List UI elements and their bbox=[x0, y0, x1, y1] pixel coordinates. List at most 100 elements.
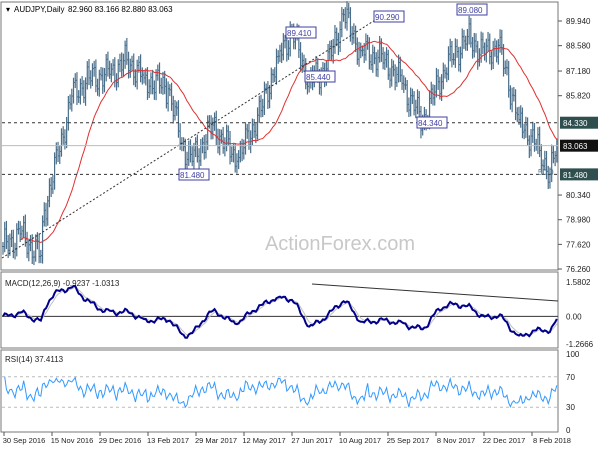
ohlc-bar bbox=[406, 80, 409, 113]
ohlc-bar bbox=[459, 46, 462, 73]
ohlc-bar bbox=[124, 40, 127, 69]
ohlc-bar bbox=[518, 106, 520, 125]
date-tick-label: 13 Feb 2017 bbox=[147, 436, 189, 445]
ohlc-bar bbox=[536, 127, 539, 155]
ohlc-bar bbox=[69, 94, 72, 110]
header-arrow-icon[interactable]: ▾ bbox=[6, 5, 10, 14]
ohlc-bar bbox=[19, 221, 22, 242]
ohlc-bar bbox=[98, 69, 101, 97]
ohlc-bar bbox=[81, 76, 84, 96]
ohlc-bar bbox=[136, 59, 139, 90]
ohlc-bar bbox=[174, 99, 176, 121]
ohlc-bar bbox=[161, 71, 164, 95]
ohlc-bar bbox=[230, 146, 233, 163]
ohlc-bar bbox=[27, 240, 30, 262]
ohlc-bar bbox=[129, 58, 132, 78]
ohlc-bar bbox=[84, 77, 87, 106]
ohlc-bar bbox=[222, 126, 225, 154]
level-label-text: 81.480 bbox=[563, 171, 588, 180]
ohlc-bar bbox=[234, 143, 237, 173]
ohlc-bar bbox=[378, 35, 381, 63]
ohlc-bar bbox=[167, 81, 170, 112]
date-tick-label: 30 Sep 2016 bbox=[3, 436, 46, 445]
ohlc-bar bbox=[170, 82, 173, 111]
price-annotation: 84.340 bbox=[416, 116, 448, 129]
ohlc-bar bbox=[535, 138, 538, 151]
symbol-title: AUDJPY,Daily bbox=[14, 5, 65, 14]
ohlc-bar bbox=[3, 221, 6, 253]
level-label: 81.480 bbox=[560, 168, 598, 181]
ohlc-bar bbox=[58, 145, 61, 165]
ohlc-bar bbox=[46, 195, 49, 226]
ohlc-bar bbox=[182, 137, 185, 152]
ohlc-bar bbox=[10, 229, 13, 248]
ohlc-bar bbox=[60, 128, 63, 157]
ohlc-bar bbox=[287, 40, 290, 60]
ohlc-bar bbox=[105, 53, 108, 82]
rsi-tick-label: 30 bbox=[566, 403, 575, 412]
ohlc-bar bbox=[160, 77, 163, 94]
ohlc-bar bbox=[437, 69, 440, 90]
ohlc-bar bbox=[258, 95, 261, 124]
ohlc-bar bbox=[153, 80, 156, 100]
ohlc-bar bbox=[512, 86, 515, 102]
ohlc-bar bbox=[134, 69, 137, 88]
ohlc-bar bbox=[435, 67, 438, 98]
ohlc-bar bbox=[194, 137, 197, 158]
ohlc-bar bbox=[454, 38, 457, 68]
ohlc-bar bbox=[385, 47, 388, 68]
macd-panel bbox=[0, 271, 559, 349]
ohlc-bar bbox=[382, 47, 385, 70]
ohlc-bar bbox=[462, 29, 465, 49]
ohlc-bar bbox=[225, 124, 228, 152]
ohlc-bar bbox=[452, 53, 455, 65]
macd-divergence-line bbox=[311, 283, 559, 302]
price-panel bbox=[0, 1, 559, 271]
ohlc-bar bbox=[22, 215, 25, 238]
ohlc-bar bbox=[333, 24, 336, 54]
date-tick-label: 22 Dec 2017 bbox=[483, 436, 526, 445]
ohlc-bar bbox=[120, 52, 123, 77]
ohlc-bar bbox=[45, 202, 47, 227]
ohlc-bar bbox=[370, 54, 373, 71]
ohlc-bar bbox=[26, 231, 29, 259]
ohlc-bar bbox=[383, 51, 386, 70]
ohlc-bar bbox=[538, 126, 541, 158]
ohlc-bar bbox=[387, 49, 390, 80]
ohlc-bar bbox=[280, 42, 283, 64]
date-tick-label: 15 Nov 2016 bbox=[51, 436, 94, 445]
ohlc-bar bbox=[53, 152, 56, 190]
ohlc-bar bbox=[354, 25, 357, 53]
ohlc-bar bbox=[106, 51, 109, 77]
ohlc-bar bbox=[217, 128, 219, 154]
ohlc-bar bbox=[492, 40, 495, 70]
ohlc-bar bbox=[528, 135, 531, 159]
rsi-panel bbox=[0, 349, 559, 433]
ohlc-bar bbox=[191, 146, 194, 167]
ohlc-bar bbox=[101, 67, 104, 94]
level-label: 83.063 bbox=[560, 139, 598, 152]
ohlc-bar bbox=[235, 153, 238, 174]
ohlc-bar bbox=[93, 60, 96, 77]
ohlc-bar bbox=[471, 37, 474, 59]
ohlc-bar bbox=[468, 15, 471, 45]
ohlc-bar bbox=[364, 33, 367, 61]
ohlc-bar bbox=[533, 123, 536, 152]
ohlc-bar bbox=[223, 137, 226, 157]
ohlc-bar bbox=[413, 91, 416, 116]
ohlc-bar bbox=[359, 42, 362, 59]
macd-tick-label: 0.00 bbox=[566, 312, 582, 321]
ohlc-bar bbox=[502, 44, 505, 77]
price-tick-label: 80.340 bbox=[566, 191, 591, 200]
ohlc-bar bbox=[526, 117, 529, 146]
macd-line bbox=[2, 284, 558, 339]
ohlc-bar bbox=[328, 40, 331, 60]
ohlc-bar bbox=[531, 121, 534, 143]
macd-title: MACD(12,26,9) -0.9237 -1.0313 bbox=[5, 279, 120, 288]
price-annotation: 90.290 bbox=[373, 10, 405, 23]
ohlc-bar bbox=[144, 68, 147, 86]
ohlc-bar bbox=[229, 131, 232, 165]
price-tick-label: 89.940 bbox=[566, 17, 591, 26]
